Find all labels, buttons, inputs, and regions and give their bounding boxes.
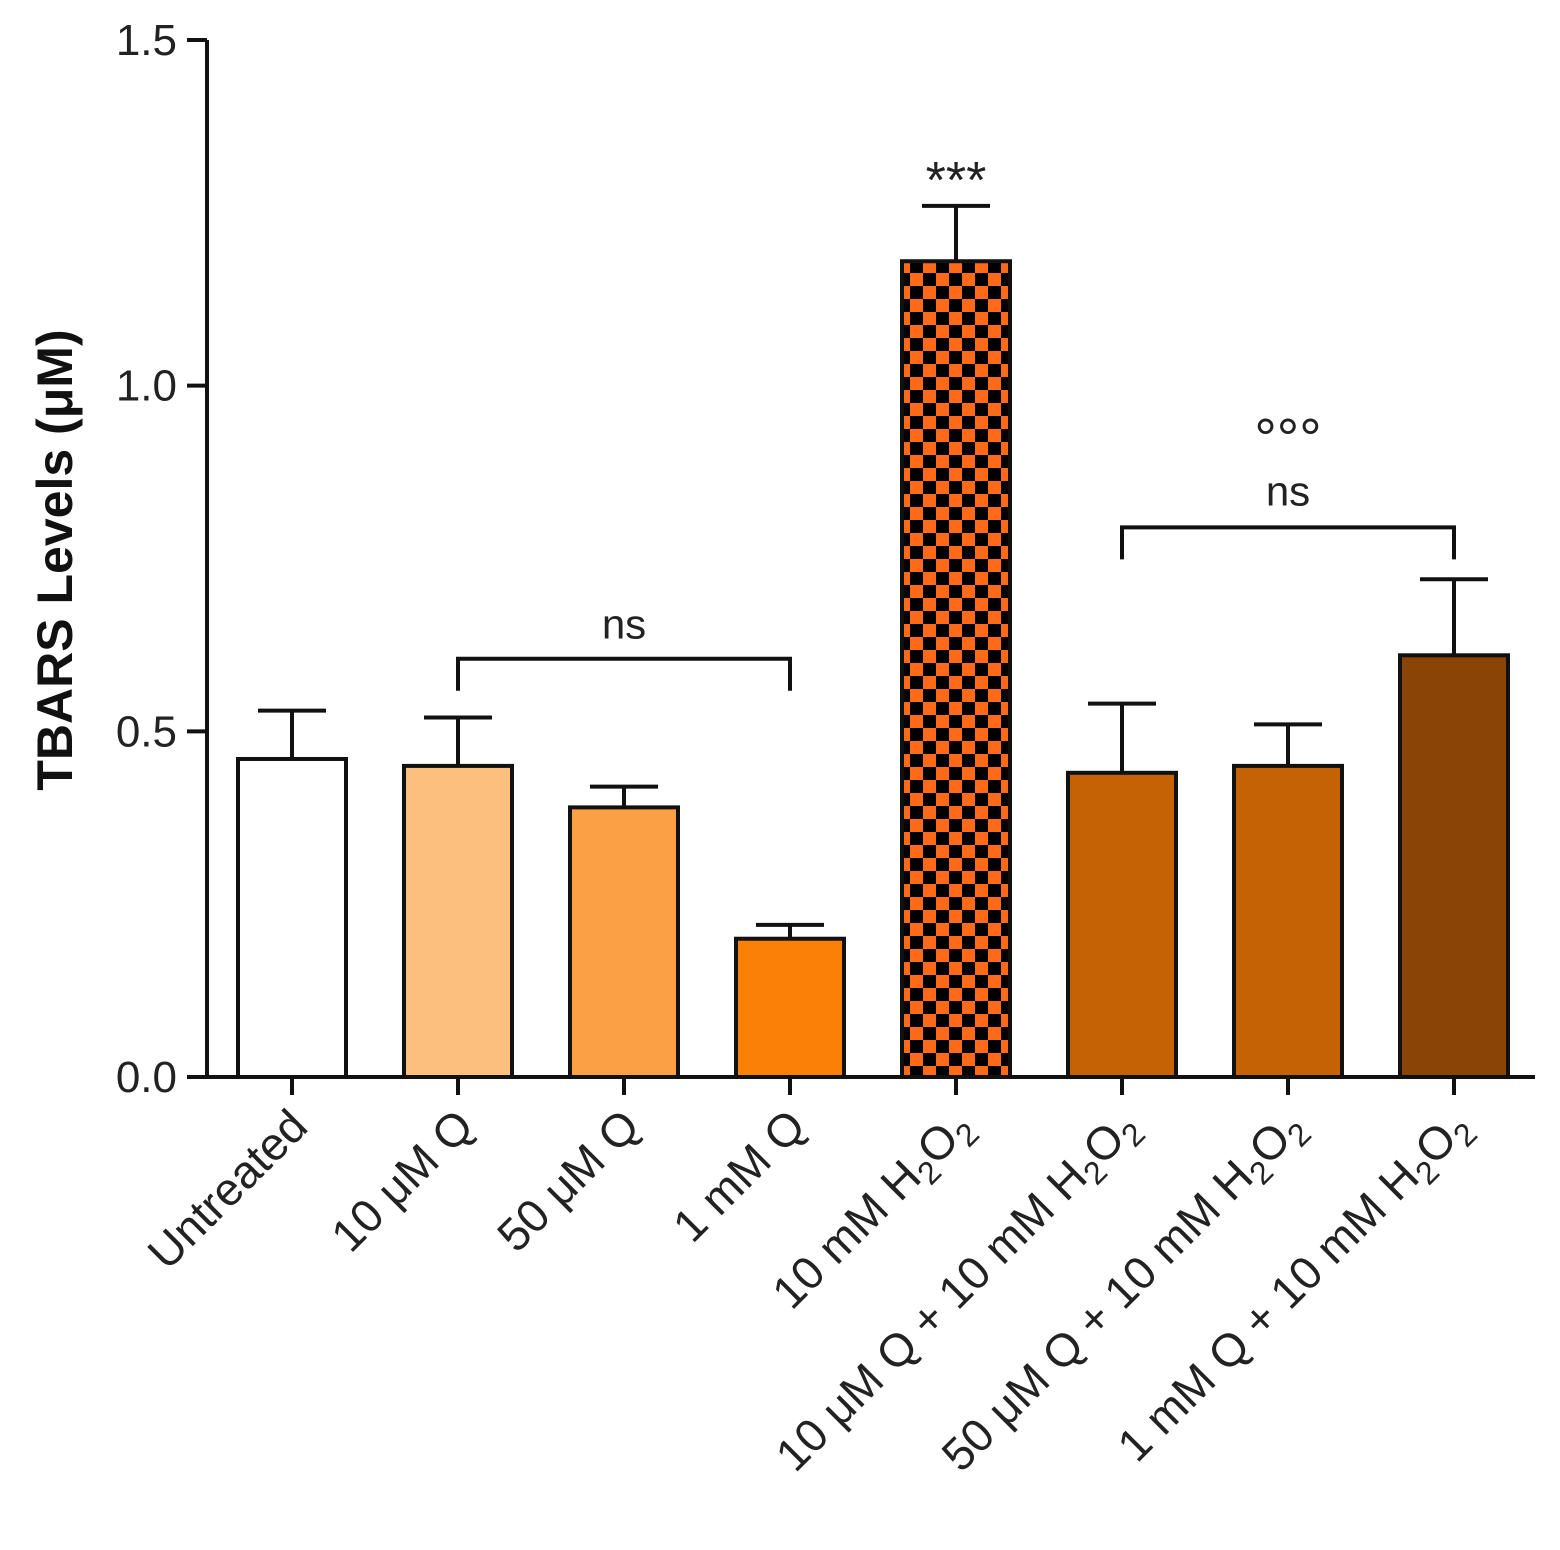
bar <box>1066 770 1178 1080</box>
x-tick-label: 10 μM Q <box>321 1099 483 1261</box>
bracket-right <box>1120 525 1456 560</box>
bracket-left-label: ns <box>602 601 646 648</box>
bar <box>900 259 1012 1079</box>
y-tick-label: 1.0 <box>116 362 177 411</box>
x-tick-label: 1 mM Q <box>663 1099 815 1251</box>
bracket-left <box>456 656 792 691</box>
x-tick-label: 1 mM Q + 10 mM H2O2 <box>1107 1099 1484 1476</box>
bracket-right-marker: °°° <box>1254 406 1321 469</box>
bar <box>568 805 680 1079</box>
bar <box>402 763 514 1080</box>
y-axis-title: TBARS Levels (μM) <box>27 329 83 790</box>
bar <box>1232 763 1344 1080</box>
y-tick-label: 1.5 <box>116 16 177 65</box>
bracket-right-label: ns <box>1266 467 1310 514</box>
bar <box>236 756 348 1080</box>
y-tick-label: 0.0 <box>116 1053 177 1102</box>
x-tick-label: 50 μM Q <box>487 1099 649 1261</box>
x-tick-label: Untreated <box>137 1099 317 1279</box>
bar <box>734 936 846 1079</box>
bar <box>1398 653 1510 1080</box>
y-tick-label: 0.5 <box>116 707 177 756</box>
significance-marker: *** <box>926 152 987 210</box>
